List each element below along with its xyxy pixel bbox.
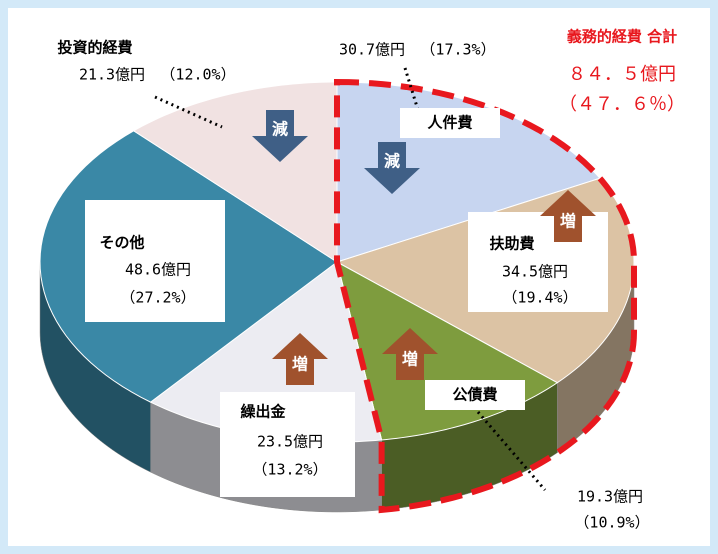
change-label: 増 bbox=[402, 350, 418, 369]
category-label: 扶助費 bbox=[489, 235, 534, 253]
category-label: 繰出金 bbox=[240, 403, 286, 421]
leader-line bbox=[403, 67, 420, 111]
mandatory-outline bbox=[334, 78, 637, 514]
value-label: （17.3%） bbox=[420, 41, 495, 59]
category-label: 投資的経費 bbox=[57, 39, 132, 57]
category-label: 人件費 bbox=[427, 114, 472, 132]
pie bbox=[39, 78, 637, 514]
amount-label: 30.7億円 bbox=[339, 41, 405, 59]
value-label: （12.0%） bbox=[160, 66, 235, 84]
amount-label: 21.3億円 bbox=[79, 66, 145, 84]
change-arrow bbox=[252, 110, 308, 162]
leader-line bbox=[476, 411, 547, 491]
change-label: 増 bbox=[560, 212, 576, 231]
change-arrow bbox=[272, 333, 328, 385]
amount-label: 34.5億円 bbox=[502, 263, 568, 281]
total-title: 義務的経費 合計 bbox=[567, 28, 677, 46]
value-label: （10.9%） bbox=[574, 514, 649, 532]
total-amount: ８４．５億円 bbox=[568, 64, 676, 85]
amount-label: 23.5億円 bbox=[257, 433, 323, 451]
value-label: （27.2%） bbox=[120, 289, 195, 307]
change-label: 増 bbox=[292, 355, 308, 374]
label-box bbox=[400, 108, 500, 138]
label-box bbox=[468, 212, 608, 312]
amount-label: 19.3億円 bbox=[577, 488, 643, 506]
change-label: 減 bbox=[384, 152, 400, 171]
amount-label: 48.6億円 bbox=[125, 261, 191, 279]
total-percent: （４７．６％） bbox=[559, 94, 685, 115]
category-label: その他 bbox=[99, 234, 144, 252]
value-label: （13.2%） bbox=[252, 461, 327, 479]
label-box bbox=[425, 380, 525, 410]
change-arrow bbox=[382, 328, 438, 380]
label-box bbox=[85, 200, 225, 322]
category-label: 公債費 bbox=[452, 386, 497, 404]
value-label: （19.4%） bbox=[502, 289, 577, 307]
change-arrow bbox=[540, 190, 596, 242]
label-box bbox=[220, 392, 355, 497]
leader-line bbox=[154, 95, 223, 129]
change-label: 減 bbox=[272, 120, 288, 139]
change-arrow bbox=[364, 142, 420, 194]
